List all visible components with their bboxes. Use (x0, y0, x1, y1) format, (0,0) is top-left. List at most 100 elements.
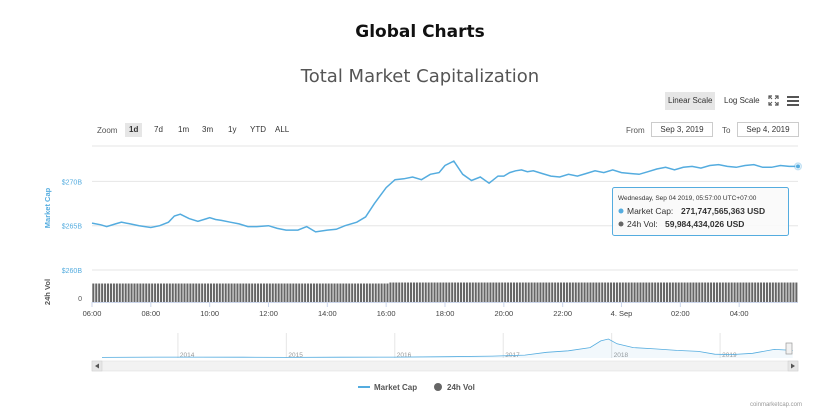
volume-bar (665, 282, 668, 302)
volume-bar (462, 282, 465, 302)
volume-bar (492, 282, 495, 302)
volume-bar (109, 283, 112, 302)
volume-bar (342, 283, 345, 302)
volume-bar (330, 283, 333, 302)
volume-bar (404, 282, 407, 302)
volume-bar (442, 282, 445, 302)
volume-bar (457, 282, 460, 302)
tooltip-volume-label: 24h Vol: (627, 219, 658, 229)
scrollbar-track[interactable] (91, 360, 799, 372)
scrollbar-left-button[interactable] (91, 360, 103, 372)
tooltip-volume-marker (618, 221, 624, 227)
volume-bar (674, 282, 677, 302)
linear-scale-button[interactable]: Linear Scale (665, 92, 716, 110)
zoom-1y-button[interactable]: 1y (228, 125, 237, 134)
from-date-input[interactable]: Sep 3, 2019 (651, 122, 713, 137)
volume-bar (365, 283, 368, 302)
volume-bar (212, 283, 215, 302)
volume-bar (151, 283, 154, 302)
scroll-left-arrow-icon[interactable] (95, 363, 99, 369)
volume-bar (112, 283, 115, 302)
to-date-input[interactable]: Sep 4, 2019 (737, 122, 799, 137)
zoom-ytd-button[interactable]: YTD (250, 125, 266, 134)
volume-bar (707, 282, 710, 302)
zoom-7d-button[interactable]: 7d (154, 125, 163, 134)
volume-bar (436, 282, 439, 302)
volume-bar (645, 282, 648, 302)
volume-bar (677, 282, 680, 302)
volume-bar (510, 282, 513, 302)
volume-bar (307, 283, 310, 302)
volume-bar (465, 282, 468, 302)
expand-icon[interactable] (768, 95, 779, 106)
volume-bar (92, 283, 95, 302)
scrollbar-right-button[interactable] (787, 360, 799, 372)
volume-bar (757, 282, 760, 302)
volume-bar (551, 282, 554, 302)
zoom-3m-button[interactable]: 3m (202, 125, 214, 134)
volume-bar (136, 283, 139, 302)
zoom-1m-button[interactable]: 1m (178, 125, 190, 134)
volume-bar (198, 283, 201, 302)
volume-bar (257, 283, 260, 302)
navigator-year-label: 2017 (505, 352, 520, 359)
volume-bar (189, 283, 192, 302)
tooltip-market-cap-value: 271,747,565,363 USD (681, 206, 765, 216)
tooltip-market-cap-label: Market Cap: (627, 206, 673, 216)
volume-bar (565, 282, 568, 302)
volume-bar (662, 282, 666, 302)
volume-bar (598, 282, 601, 302)
volume-bar (410, 282, 413, 302)
volume-bar (159, 283, 162, 302)
volume-bar (754, 282, 757, 302)
volume-bar (789, 282, 792, 302)
volume-bar (530, 282, 533, 302)
legend-item-volume[interactable]: 24h Vol (434, 383, 475, 392)
hamburger-menu-icon[interactable] (787, 95, 799, 106)
navigator-year-label: 2016 (397, 352, 412, 359)
volume-bar (251, 283, 254, 302)
volume-axis-title: 24h Vol (43, 279, 52, 305)
volume-bar (380, 283, 383, 302)
volume-bar (648, 282, 651, 302)
y-tick-label: $265B (62, 224, 83, 231)
volume-bar (483, 282, 486, 302)
volume-bar (445, 282, 448, 302)
volume-bar (739, 282, 742, 302)
volume-bar (192, 283, 195, 302)
volume-bar (542, 282, 545, 302)
zoom-label: Zoom (97, 126, 118, 135)
zoom-all-button[interactable]: ALL (275, 125, 290, 134)
volume-bar (98, 283, 101, 302)
volume-bar (660, 282, 663, 302)
legend-item-market-cap[interactable]: Market Cap (358, 383, 417, 392)
volume-bar (171, 283, 174, 302)
volume-bar (583, 282, 586, 302)
volume-bar (495, 282, 498, 302)
volume-bar (401, 282, 404, 302)
volume-bar (289, 283, 292, 302)
volume-bar (610, 282, 613, 302)
volume-bar (180, 283, 183, 302)
volume-bar (345, 283, 348, 302)
volume-bar (783, 282, 786, 302)
navigator-handle[interactable] (785, 342, 793, 355)
log-scale-button[interactable]: Log Scale (724, 96, 760, 105)
volume-bar (471, 282, 474, 302)
volume-bar (148, 283, 151, 302)
volume-bar (668, 282, 671, 302)
volume-bar (318, 283, 321, 302)
volume-bar (424, 282, 427, 302)
volume-bar (724, 282, 727, 302)
volume-bar (215, 283, 218, 302)
volume-bar (221, 283, 224, 302)
volume-bar (430, 282, 433, 302)
scroll-right-arrow-icon[interactable] (791, 363, 795, 369)
zoom-1d-button[interactable]: 1d (125, 123, 143, 137)
volume-bar (127, 283, 130, 302)
volume-bar (557, 282, 560, 302)
volume-bar (209, 283, 213, 302)
chart-tooltip: Wednesday, Sep 04 2019, 05:57:00 UTC+07:… (612, 187, 789, 236)
volume-bar (460, 282, 463, 302)
volume-bar (765, 282, 768, 302)
